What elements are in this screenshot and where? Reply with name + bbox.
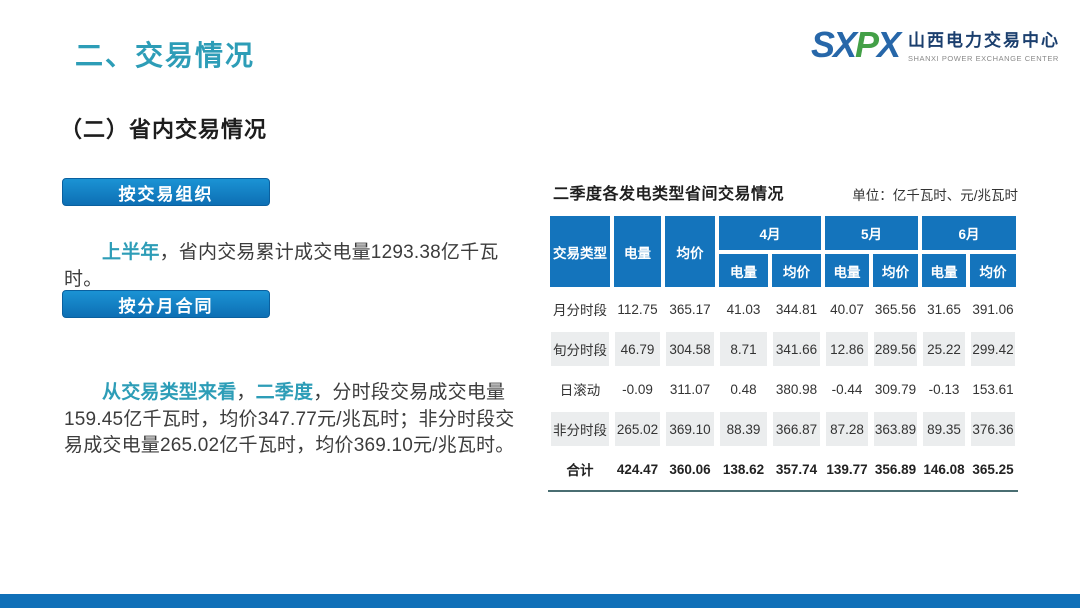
value-cell: 360.06 [663, 449, 717, 489]
quarterly-trade-table: 交易类型 电量 均价 4月 5月 6月 电量 均价 电量 均价 电量 均价 月分… [548, 214, 1019, 489]
value-cell: 304.58 [663, 329, 717, 369]
value-cell: 365.25 [968, 449, 1019, 489]
row-label-cell: 旬分时段 [548, 329, 612, 369]
value-cell: 138.62 [717, 449, 770, 489]
row-label-cell: 合计 [548, 449, 612, 489]
logo-name-en: SHANXI POWER EXCHANGE CENTER [908, 54, 1059, 63]
logo-abbr-sx: SX [810, 23, 857, 65]
value-cell: 380.98 [770, 369, 824, 409]
header-cell-trade-type: 交易类型 [548, 214, 612, 289]
comma-separator: ， [236, 382, 256, 403]
header-cell-may: 5月 [823, 214, 921, 252]
value-cell: 391.06 [968, 289, 1019, 329]
table-row: 旬分时段 46.79 304.58 8.71 341.66 12.86 289.… [548, 329, 1019, 369]
header-cell-june-price: 均价 [968, 252, 1019, 289]
banner-monthly-contract: 按分月合同 [62, 290, 270, 318]
table-title: 二季度各发电类型省间交易情况 [553, 186, 785, 203]
value-cell: 139.77 [823, 449, 872, 489]
logo-name-cn: 山西电力交易中心 [908, 31, 1060, 50]
value-cell: 0.48 [717, 369, 770, 409]
table-header: 交易类型 电量 均价 4月 5月 6月 电量 均价 电量 均价 电量 均价 [548, 214, 1019, 289]
table-bottom-rule [548, 490, 1018, 492]
banner-trade-organization: 按交易组织 [62, 178, 270, 206]
logo-abbr-icon: SXPX [810, 23, 901, 65]
table-row: 非分时段 265.02 369.10 88.39 366.87 87.28 36… [548, 409, 1019, 449]
value-cell: 87.28 [823, 409, 872, 449]
table-row: 日滚动 -0.09 311.07 0.48 380.98 -0.44 309.7… [548, 369, 1019, 409]
value-cell: 363.89 [871, 409, 921, 449]
section-subtitle: （二）省内交易情况 [60, 117, 268, 142]
highlight-second-quarter: 二季度 [255, 382, 314, 403]
value-cell: 112.75 [612, 289, 663, 329]
paragraph-trade-type-summary: 从交易类型来看，二季度，分时段交易成交电量159.45亿千瓦时，均价347.77… [64, 380, 526, 460]
value-cell: 366.87 [770, 409, 824, 449]
header-cell-may-price: 均价 [871, 252, 921, 289]
value-cell: 311.07 [663, 369, 717, 409]
value-cell: 12.86 [823, 329, 872, 369]
footer-accent-bar [0, 594, 1080, 608]
value-cell: 369.10 [663, 409, 717, 449]
value-cell: 40.07 [823, 289, 872, 329]
table-row-total: 合计 424.47 360.06 138.62 357.74 139.77 35… [548, 449, 1019, 489]
paragraph-half-year-summary: 上半年，省内交易累计成交电量1293.38亿千瓦时。 [64, 240, 526, 293]
header-cell-price: 均价 [663, 214, 717, 289]
value-cell: 289.56 [871, 329, 921, 369]
table-row: 月分时段 112.75 365.17 41.03 344.81 40.07 36… [548, 289, 1019, 329]
header-cell-june-volume: 电量 [920, 252, 969, 289]
value-cell: 376.36 [968, 409, 1019, 449]
company-logo: SXPX 山西电力交易中心 SHANXI POWER EXCHANGE CENT… [811, 26, 1060, 63]
header-cell-volume: 电量 [612, 214, 663, 289]
logo-abbr-x: X [876, 23, 901, 65]
row-label-cell: 日滚动 [548, 369, 612, 409]
value-cell: 356.89 [871, 449, 921, 489]
page-title: 二、交易情况 [75, 40, 256, 71]
value-cell: 46.79 [612, 329, 663, 369]
value-cell: -0.09 [612, 369, 663, 409]
value-cell: 265.02 [612, 409, 663, 449]
paragraph-half-year-text: ，省内交易累计成交电量1293.38亿千瓦时。 [64, 242, 499, 290]
value-cell: 341.66 [770, 329, 824, 369]
highlight-half-year: 上半年 [102, 242, 160, 263]
logo-names: 山西电力交易中心 SHANXI POWER EXCHANGE CENTER [908, 26, 1060, 63]
value-cell: 299.42 [968, 329, 1019, 369]
header-cell-april-price: 均价 [770, 252, 824, 289]
value-cell: 365.17 [663, 289, 717, 329]
value-cell: 153.61 [968, 369, 1019, 409]
value-cell: 25.22 [920, 329, 969, 369]
header-cell-april: 4月 [717, 214, 824, 252]
value-cell: 88.39 [717, 409, 770, 449]
header-cell-june: 6月 [920, 214, 1019, 252]
value-cell: 357.74 [770, 449, 824, 489]
value-cell: 309.79 [871, 369, 921, 409]
highlight-trade-type: 从交易类型来看 [102, 382, 237, 403]
value-cell: 8.71 [717, 329, 770, 369]
row-label-cell: 月分时段 [548, 289, 612, 329]
value-cell: -0.44 [823, 369, 872, 409]
row-label-cell: 非分时段 [548, 409, 612, 449]
value-cell: 89.35 [920, 409, 969, 449]
header-cell-may-volume: 电量 [823, 252, 872, 289]
table-body: 月分时段 112.75 365.17 41.03 344.81 40.07 36… [548, 289, 1019, 489]
table-header-row-top: 交易类型 电量 均价 4月 5月 6月 [548, 214, 1019, 289]
logo-abbr-p: P [854, 23, 879, 65]
table-unit-label: 单位：亿千瓦时、元/兆瓦时 [852, 188, 1018, 203]
table-header-row-sub: 电量 均价 电量 均价 电量 均价 [548, 252, 1019, 289]
value-cell: 365.56 [871, 289, 921, 329]
value-cell: -0.13 [920, 369, 969, 409]
value-cell: 146.08 [920, 449, 969, 489]
value-cell: 31.65 [920, 289, 969, 329]
header-cell-april-volume: 电量 [717, 252, 770, 289]
paragraph-trade-type-text: ，分时段交易成交电量159.45亿千瓦时，均价347.77元/兆瓦时；非分时段交… [64, 382, 515, 457]
value-cell: 41.03 [717, 289, 770, 329]
value-cell: 424.47 [612, 449, 663, 489]
value-cell: 344.81 [770, 289, 824, 329]
